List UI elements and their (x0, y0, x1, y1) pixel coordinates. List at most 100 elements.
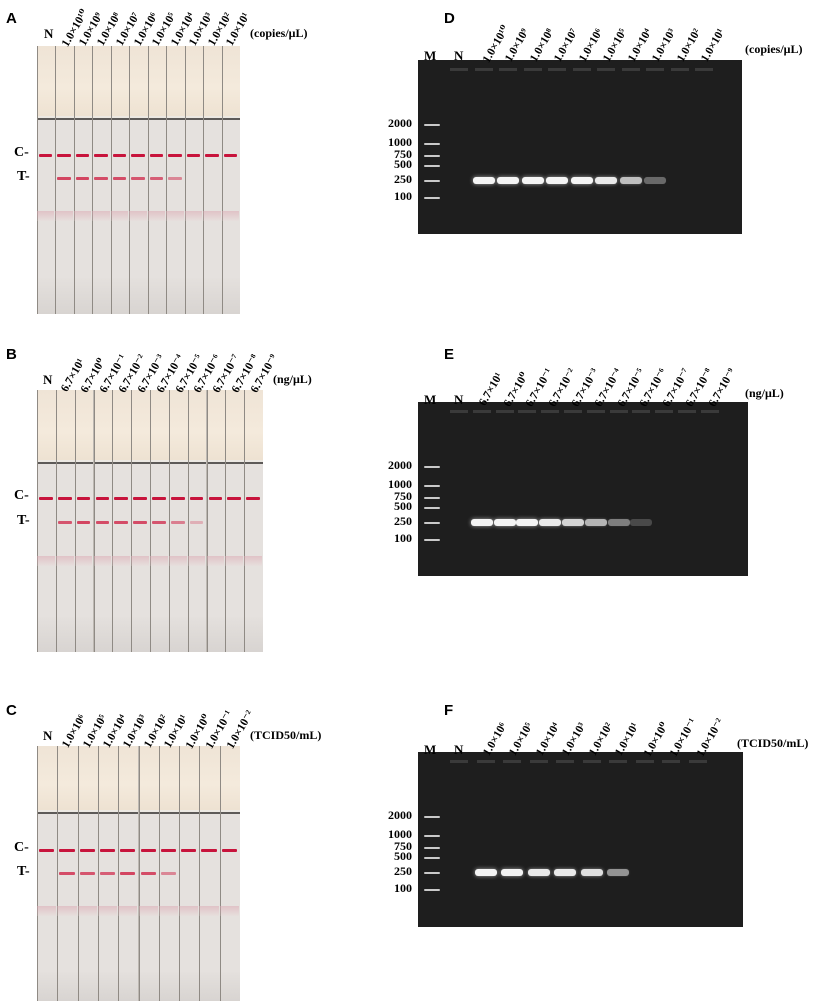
strip-conjugate-edge (73, 211, 92, 221)
test-strip (166, 46, 186, 314)
test-band (76, 521, 91, 524)
strip-conjugate-edge (179, 906, 199, 916)
dna-band (554, 869, 576, 876)
strip-conjugate-edge (219, 906, 239, 916)
size-marker-label: 1000 (388, 477, 412, 491)
dna-band (470, 519, 493, 526)
control-band (94, 154, 108, 157)
strip-conjugate-edge (206, 556, 225, 566)
test-strip (37, 46, 57, 314)
panel-letter-d: D (444, 10, 455, 27)
test-band (114, 521, 129, 524)
size-marker-label: 2000 (388, 808, 412, 822)
strip-conjugate-edge (187, 556, 206, 566)
marker-lane-label: M (424, 392, 437, 407)
control-band (57, 497, 72, 500)
strip-conjugate-edge (77, 906, 97, 916)
test-strip-panel-a (37, 46, 240, 314)
ladder-band (424, 180, 440, 182)
control-band (208, 497, 223, 500)
test-band (95, 521, 110, 524)
dna-band (497, 177, 519, 184)
control-band (59, 849, 75, 852)
test-band (149, 177, 164, 180)
strip-conjugate-edge (97, 906, 118, 916)
gel-well (572, 68, 591, 71)
control-band (95, 497, 110, 500)
dna-band (474, 869, 497, 876)
strip-conjugate-edge (138, 906, 158, 916)
ladder-band (424, 197, 440, 199)
size-marker-label: 1000 (388, 827, 412, 841)
gel-well (476, 760, 495, 763)
strip-conjugate-edge (55, 556, 74, 566)
panel-letter-c: C (6, 702, 17, 719)
strip-conjugate-edge (129, 211, 147, 221)
strip-conjugate-edge (225, 556, 244, 566)
size-marker-label: 500 (394, 499, 412, 513)
strip-conjugate-edge (166, 211, 184, 221)
control-band (152, 497, 166, 500)
gel-well (621, 68, 640, 71)
test-band (189, 521, 204, 524)
gel-well (474, 68, 493, 71)
test-strip (110, 46, 131, 314)
size-marker-label: 250 (394, 172, 412, 186)
test-strip (203, 46, 223, 314)
control-band (140, 849, 156, 852)
test-band (57, 177, 71, 180)
test-band (152, 521, 166, 524)
gel-well (548, 68, 566, 71)
gel-well (495, 410, 514, 413)
test-band (94, 177, 108, 180)
lane-label: 1.0×10⁸ (527, 26, 556, 64)
test-strip (129, 46, 149, 314)
test-strip (73, 46, 94, 314)
gel-well (541, 410, 560, 413)
dna-band (521, 177, 544, 184)
gel-well (582, 760, 601, 763)
ladder-band (424, 466, 440, 468)
strip-conjugate-edge (244, 556, 262, 566)
strip-conjugate-edge (37, 556, 55, 566)
sample-pad (37, 46, 240, 116)
dna-band (472, 177, 495, 184)
panel-letter-b: B (6, 346, 17, 363)
control-band (39, 154, 53, 157)
size-marker-label: 250 (394, 514, 412, 528)
control-band (39, 497, 53, 500)
control-band (112, 154, 127, 157)
gel-well (556, 760, 574, 763)
dna-band (562, 519, 584, 526)
control-band (79, 849, 95, 852)
control-band (205, 154, 219, 157)
test-strip (92, 46, 112, 314)
test-line-label: T- (17, 169, 30, 184)
test-strip-panel-c (37, 746, 240, 1001)
dna-band (501, 869, 523, 876)
control-band (221, 849, 237, 852)
gel-well (597, 68, 615, 71)
test-strip (206, 390, 227, 652)
gel-well (609, 760, 627, 763)
marker-lane-label: M (424, 742, 437, 757)
size-marker-label: 500 (394, 157, 412, 171)
strip-conjugate-edge (199, 906, 219, 916)
unit-label: (copies/μL) (250, 26, 308, 40)
control-band (149, 154, 164, 157)
gel-well (662, 760, 680, 763)
test-band (133, 521, 147, 524)
gel-well (499, 68, 517, 71)
absorbent-pad (37, 278, 240, 314)
test-line-label: T- (17, 864, 30, 879)
test-strip (37, 746, 59, 1001)
strip-conjugate-edge (158, 906, 179, 916)
control-band (189, 497, 204, 500)
marker-lane-label: M (424, 48, 437, 63)
control-band (120, 849, 136, 852)
gel-well (655, 410, 674, 413)
control-band (160, 849, 177, 852)
ladder-band (424, 539, 440, 541)
panel-letter-f: F (444, 702, 454, 719)
strip-conjugate-edge (55, 211, 73, 221)
